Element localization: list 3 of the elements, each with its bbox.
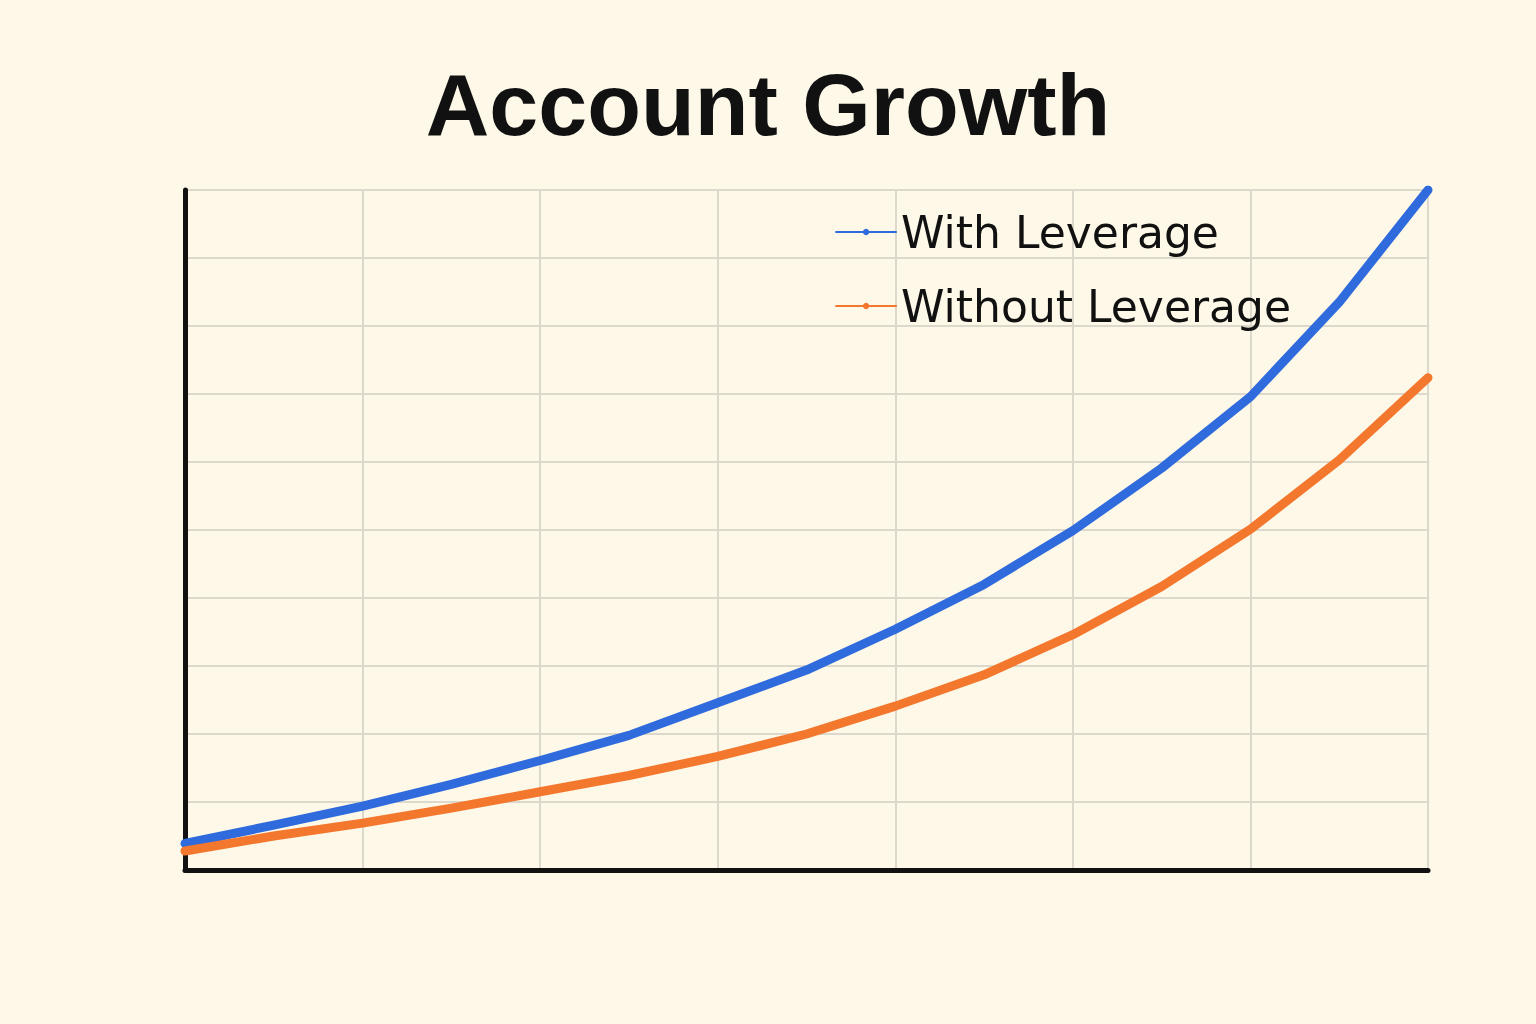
chart-title: Account Growth: [425, 54, 1111, 154]
legend-label: Without Leverage: [901, 280, 1291, 332]
legend-label: With Leverage: [901, 206, 1219, 258]
